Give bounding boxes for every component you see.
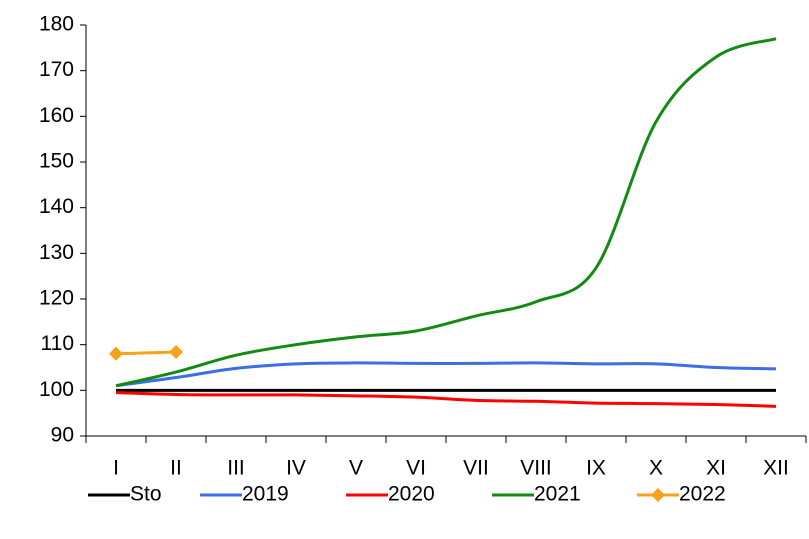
x-tick-label: IX [586, 457, 606, 480]
x-tick-label: VI [406, 457, 426, 480]
series-line [115, 350, 177, 356]
y-tick-label: 160 [39, 104, 74, 127]
x-tick-label: IV [286, 457, 306, 480]
y-tick-label: 140 [39, 195, 74, 218]
legend-label: 2021 [534, 483, 581, 506]
x-tick-label: X [649, 457, 663, 480]
x-tick-label: XI [706, 457, 726, 480]
y-tick-label: 90 [51, 424, 74, 447]
x-tick-label: VII [463, 457, 489, 480]
legend-label: 2020 [388, 483, 435, 506]
x-tick-label: II [170, 457, 182, 480]
legend-label: 2022 [679, 483, 726, 506]
series-line [115, 361, 777, 388]
x-tick-label: V [349, 457, 363, 480]
series-line [115, 391, 777, 408]
y-tick-label: 130 [39, 241, 74, 264]
legend-label: Sto [130, 483, 162, 506]
point-marker [169, 344, 183, 359]
legend-label: 2019 [242, 483, 289, 506]
y-tick-label: 150 [39, 150, 74, 173]
x-tick-label: XII [763, 457, 789, 480]
y-tick-label: 100 [39, 378, 74, 401]
y-tick-label: 180 [39, 13, 74, 36]
point-marker [109, 346, 123, 361]
x-tick-label: VIII [520, 457, 552, 480]
x-tick-label: III [227, 457, 245, 480]
x-tick-label: I [113, 457, 119, 480]
y-tick-label: 110 [41, 332, 74, 355]
series-line [115, 37, 777, 388]
legend-marker [651, 488, 665, 502]
y-tick-label: 120 [39, 287, 74, 310]
y-tick-label: 170 [39, 58, 74, 81]
